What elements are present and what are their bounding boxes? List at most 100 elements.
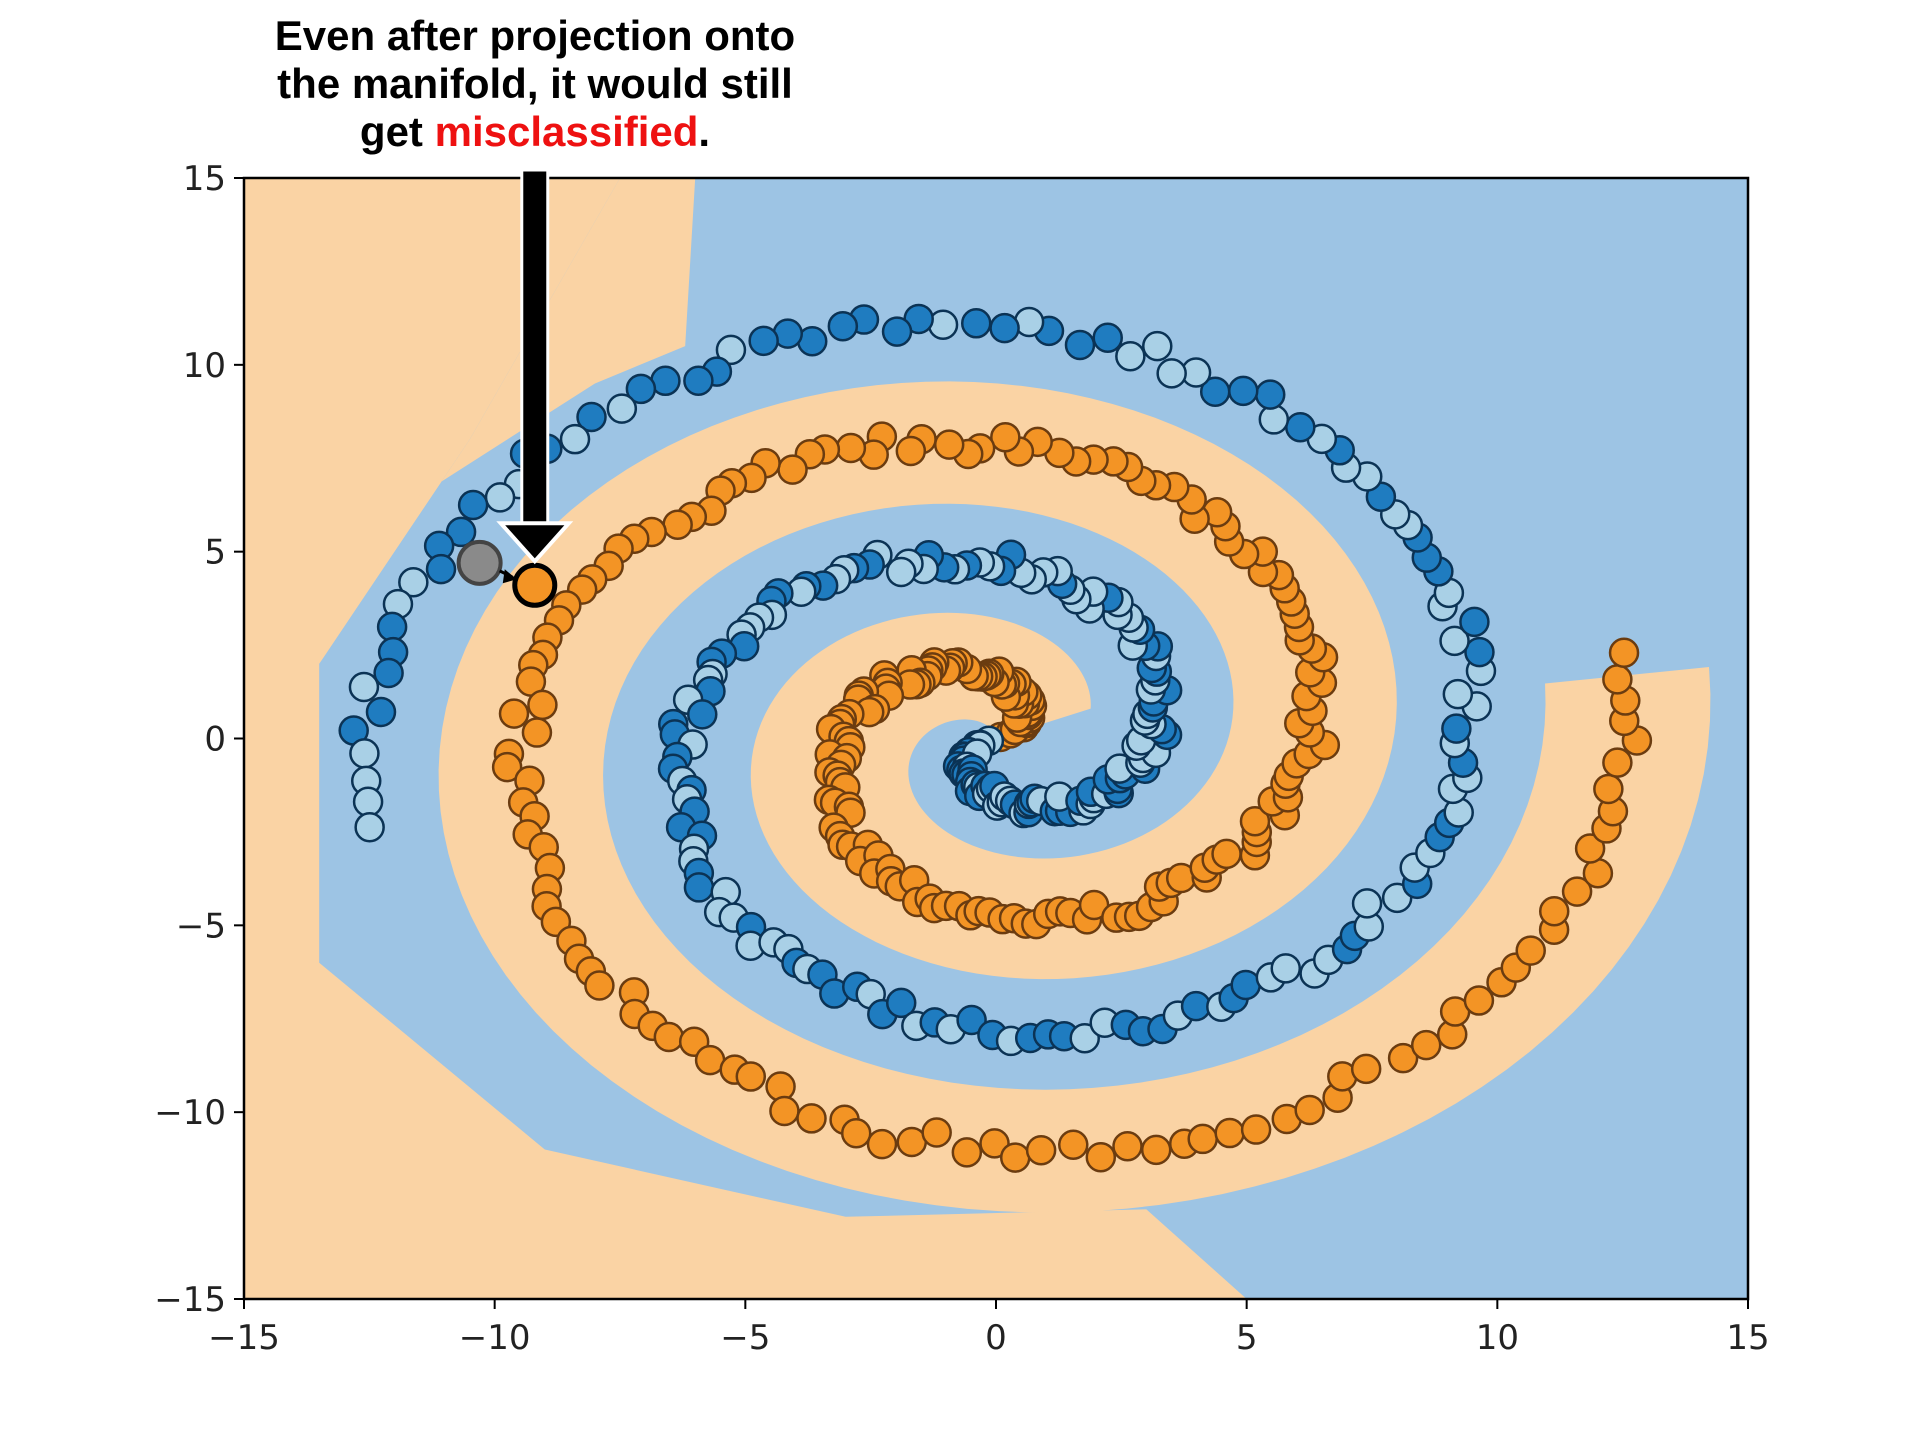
x-tick-label: 5: [1236, 1318, 1258, 1358]
point: [1025, 1135, 1057, 1166]
point: [1240, 1114, 1272, 1145]
point: [1593, 773, 1624, 805]
point: [960, 308, 992, 339]
point: [1463, 985, 1495, 1016]
y-tick-label: 15: [183, 159, 226, 199]
point: [1156, 358, 1187, 389]
point: [1608, 637, 1640, 669]
point: [866, 1128, 898, 1160]
point: [1387, 1042, 1419, 1074]
x-tick-label: 15: [1726, 1318, 1769, 1358]
point: [1602, 664, 1633, 695]
region-class-a: [438, 381, 1711, 1213]
point: [735, 1061, 767, 1092]
x-tick-label: −15: [208, 1318, 280, 1358]
point: [1258, 404, 1290, 435]
point: [1442, 678, 1474, 710]
point: [827, 310, 859, 342]
point: [1561, 876, 1593, 907]
y-tick-label: −15: [154, 1280, 226, 1320]
point: [921, 1117, 952, 1148]
point: [989, 312, 1020, 344]
original-point: [456, 539, 503, 586]
annotation-line-2: the manifold, it would still: [277, 60, 793, 107]
point: [1214, 1117, 1245, 1149]
point: [1285, 412, 1316, 443]
point: [999, 1142, 1031, 1173]
point: [559, 423, 591, 455]
point: [1515, 935, 1546, 966]
point: [376, 611, 408, 643]
point: [1538, 895, 1570, 927]
y-tick-label: −5: [176, 906, 226, 946]
point: [895, 435, 927, 467]
point: [1239, 805, 1271, 837]
point: [1085, 1141, 1117, 1173]
point: [933, 429, 965, 460]
point: [1230, 969, 1261, 1001]
point: [527, 689, 558, 721]
point: [484, 482, 516, 513]
point: [1350, 1053, 1382, 1085]
annotation-line-3-suffix: .: [698, 108, 711, 155]
point: [990, 421, 1021, 453]
point: [498, 698, 530, 729]
point: [398, 567, 429, 598]
point: [951, 1137, 983, 1168]
point: [1254, 379, 1286, 410]
point: [365, 696, 397, 728]
point: [576, 401, 607, 433]
point: [1464, 636, 1495, 668]
projected-point: [512, 562, 558, 608]
x-tick-label: 0: [985, 1318, 1007, 1358]
point: [1294, 1094, 1325, 1126]
point: [956, 1004, 987, 1036]
point: [1439, 625, 1470, 657]
point: [662, 509, 693, 540]
point: [1211, 838, 1242, 870]
point: [683, 365, 714, 397]
x-tick-label: −10: [459, 1318, 531, 1358]
point: [1270, 953, 1301, 984]
region-class-a-outer: [244, 178, 1247, 1299]
point: [1351, 888, 1383, 919]
point: [1227, 375, 1259, 407]
annotation-text: Even after projection onto the manifold,…: [0, 12, 1070, 156]
y-tick-label: 0: [204, 720, 226, 760]
point: [1069, 1022, 1100, 1054]
point: [748, 325, 779, 357]
point: [835, 432, 867, 464]
point: [584, 970, 615, 1001]
annotation-line-3-prefix: get: [359, 108, 435, 155]
point: [715, 334, 747, 366]
callout-arrow-head: [496, 521, 574, 565]
point: [840, 1117, 872, 1149]
misclassified-highlight: misclassified: [434, 108, 699, 155]
point: [1142, 330, 1173, 362]
y-tick-label: −10: [154, 1093, 226, 1133]
point: [796, 1103, 827, 1134]
y-tick-label: 10: [183, 346, 226, 386]
point: [606, 393, 638, 424]
point: [1199, 376, 1231, 407]
point: [1112, 1131, 1143, 1162]
point: [1140, 1134, 1172, 1166]
projection-annotation: [456, 168, 574, 608]
series-1: [338, 303, 1497, 1057]
point: [881, 316, 913, 347]
point: [354, 811, 385, 843]
point: [352, 786, 384, 818]
y-axis: 15 10 5 0 −5 −10 −15: [154, 159, 244, 1320]
y-tick-label: 5: [204, 533, 226, 573]
data-points: [338, 303, 1653, 1173]
point: [979, 1128, 1010, 1159]
series-0: [491, 421, 1653, 1173]
point: [1187, 1123, 1218, 1155]
point: [687, 699, 718, 730]
point: [1602, 747, 1633, 778]
point: [1459, 606, 1490, 638]
point: [1115, 341, 1146, 372]
point: [521, 717, 553, 748]
x-tick-label: 10: [1476, 1318, 1519, 1358]
